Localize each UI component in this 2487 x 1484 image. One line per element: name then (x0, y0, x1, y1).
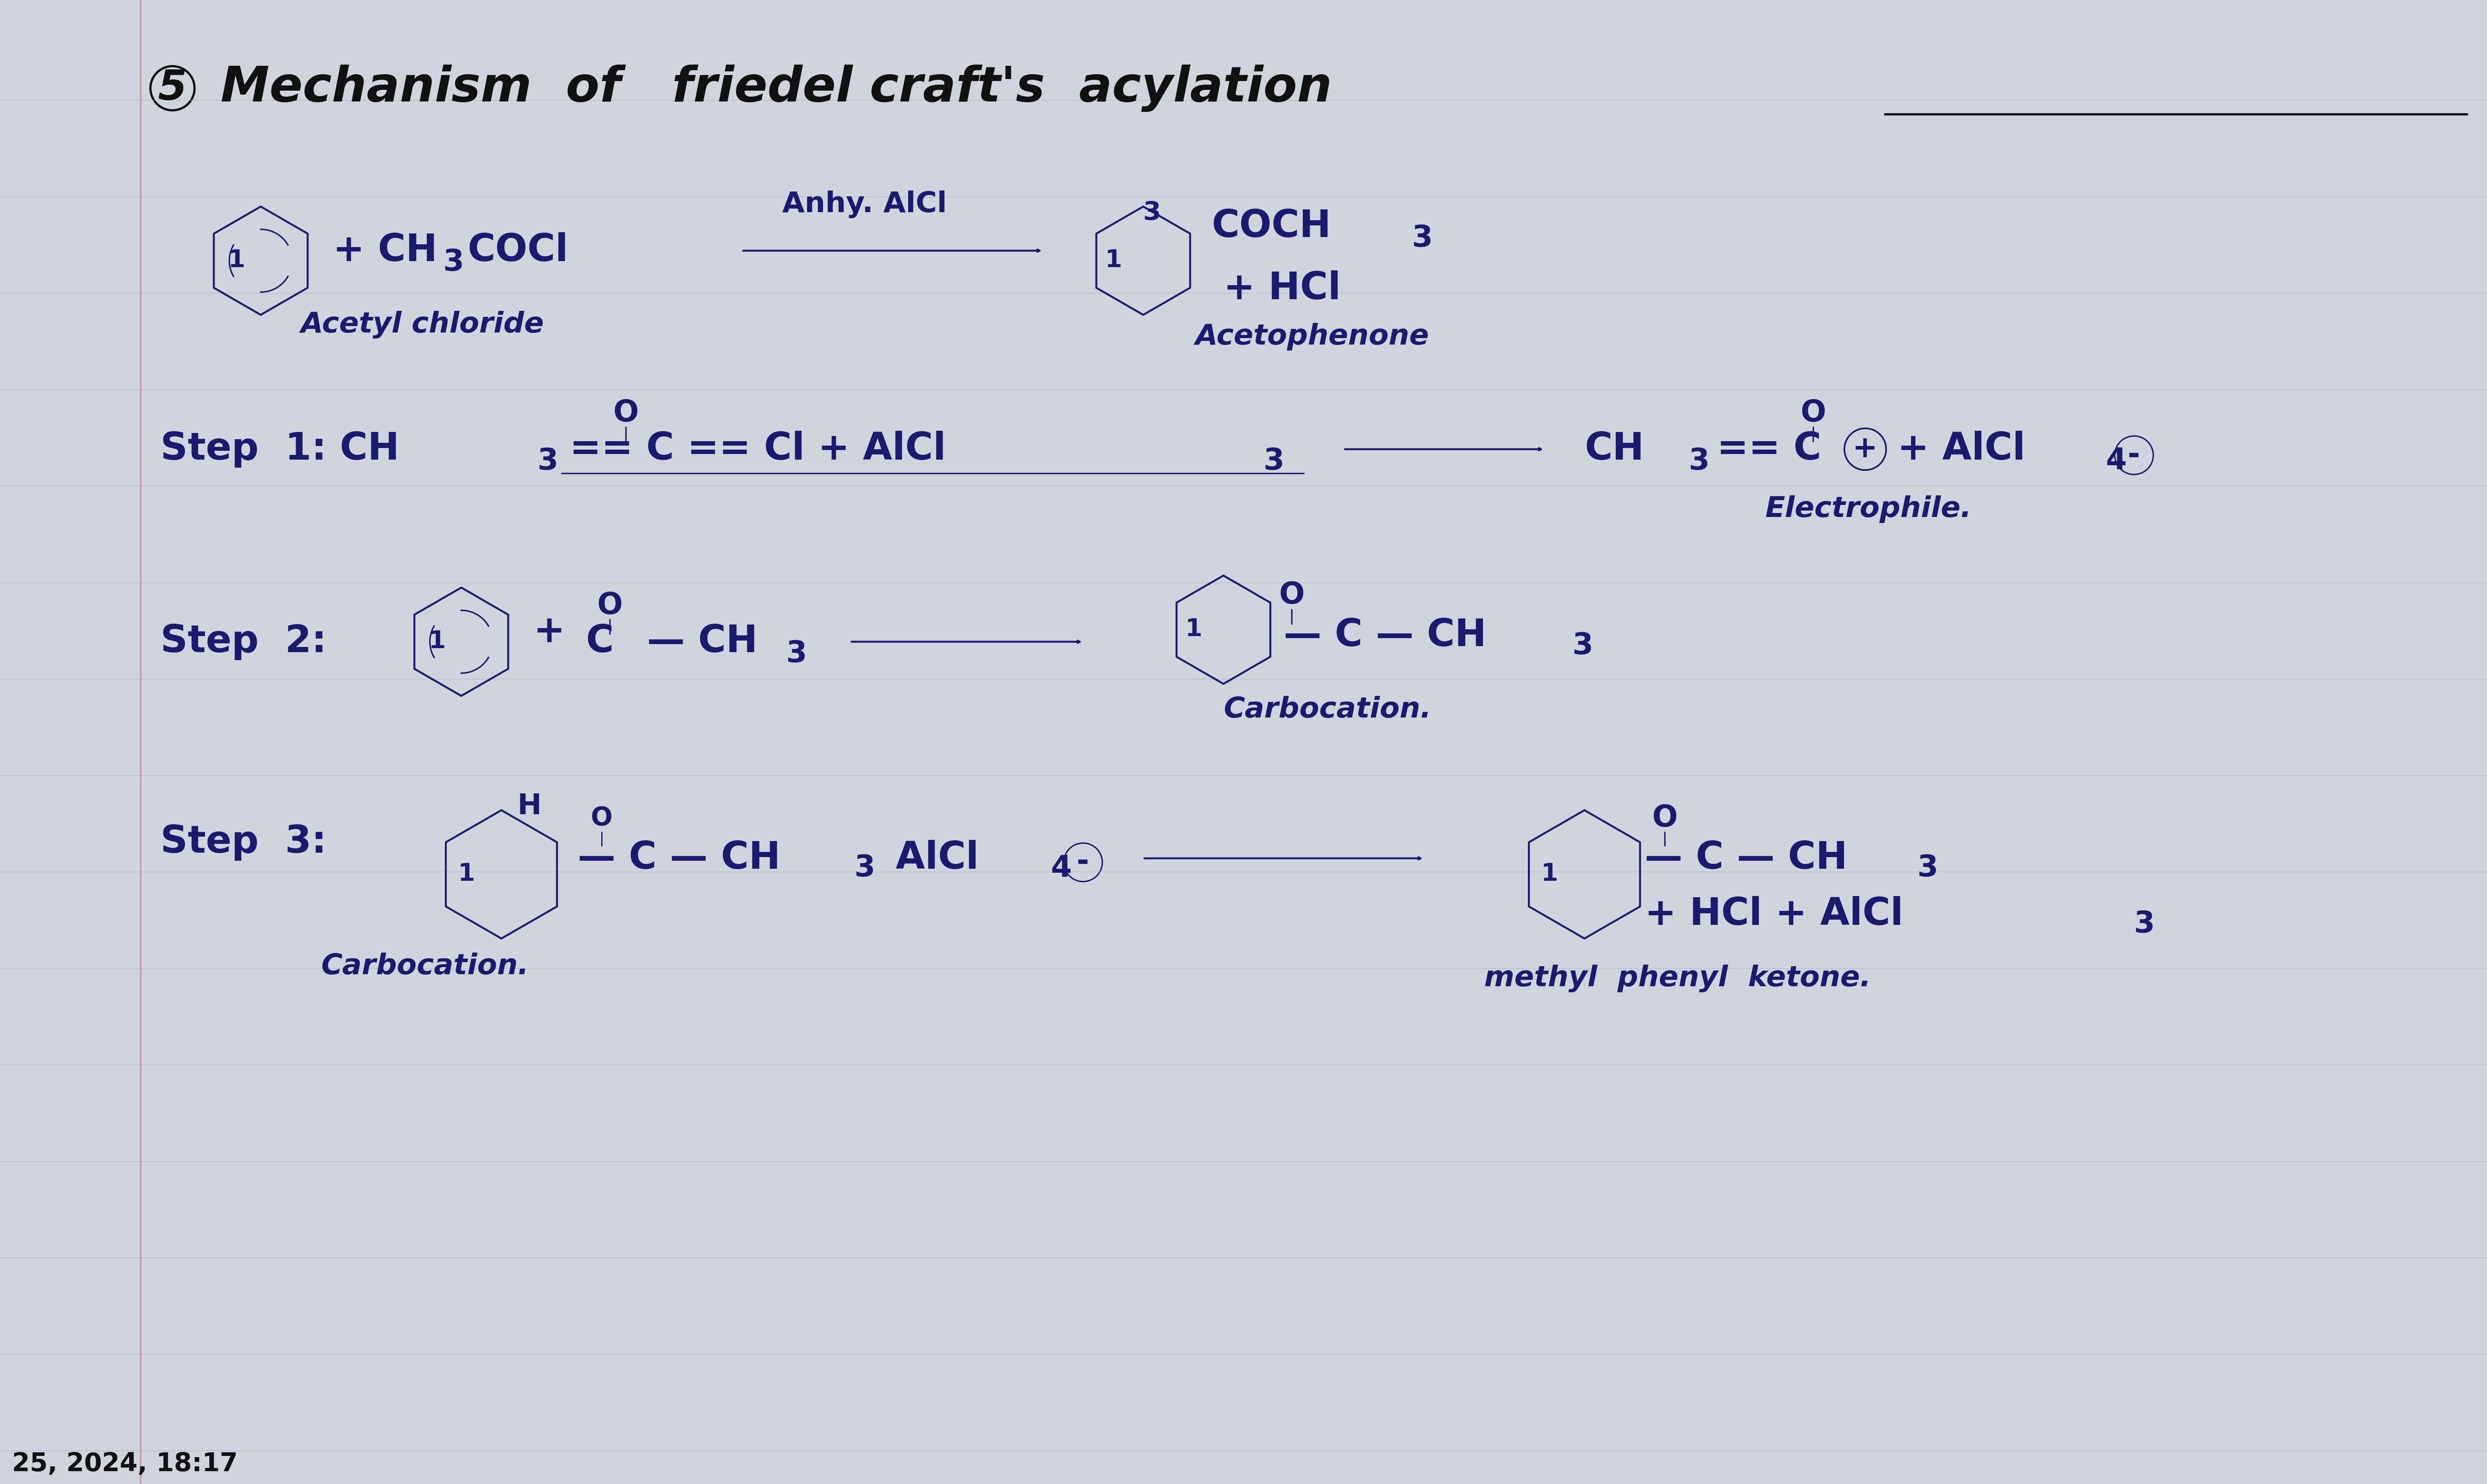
Text: +: + (535, 613, 565, 650)
Text: 3: 3 (443, 248, 465, 278)
Text: — CH: — CH (634, 623, 759, 660)
Text: O: O (1801, 399, 1825, 427)
Text: O: O (597, 591, 622, 620)
Text: methyl  phenyl  ketone.: methyl phenyl ketone. (1485, 965, 1870, 993)
Text: O: O (612, 399, 639, 427)
Text: 3: 3 (1917, 853, 1937, 883)
Text: 1: 1 (1539, 862, 1557, 886)
Text: == C == Cl + AlCl: == C == Cl + AlCl (570, 430, 945, 467)
Text: + AlCl: + AlCl (1898, 430, 2024, 467)
Text: 3: 3 (1413, 224, 1433, 254)
Text: Mechanism  of   friedel craft's  acylation: Mechanism of friedel craft's acylation (221, 65, 1333, 111)
Text: + CH: + CH (333, 232, 438, 269)
Text: Acetyl chloride: Acetyl chloride (301, 312, 545, 338)
Text: 4: 4 (1052, 853, 1072, 883)
Text: + HCl: + HCl (1224, 270, 1340, 307)
Text: Step  3:: Step 3: (162, 824, 326, 861)
Text: 4: 4 (2106, 447, 2126, 476)
Text: 1: 1 (1186, 617, 1201, 641)
Text: == C: == C (1716, 430, 1820, 467)
Text: Step  2:: Step 2: (162, 623, 326, 660)
Text: 3: 3 (786, 640, 808, 668)
Text: — C — CH: — C — CH (1644, 840, 1848, 877)
Text: 3: 3 (1263, 447, 1283, 476)
Text: 3: 3 (856, 853, 875, 883)
Text: O: O (592, 806, 612, 831)
Text: Anhy. AlCl: Anhy. AlCl (783, 191, 948, 218)
Text: + HCl + AlCl: + HCl + AlCl (1644, 896, 1903, 933)
Text: 5: 5 (159, 68, 187, 108)
Text: C: C (584, 623, 614, 660)
Text: 1: 1 (229, 249, 244, 273)
Text: 3: 3 (1572, 631, 1594, 660)
Text: -: - (2129, 441, 2141, 470)
Text: 3: 3 (537, 447, 560, 476)
Text: 1: 1 (428, 629, 445, 653)
Text: 3: 3 (1144, 200, 1161, 226)
Text: Electrophile.: Electrophile. (1766, 496, 1972, 524)
Text: 25, 2024, 18:17: 25, 2024, 18:17 (12, 1451, 239, 1477)
Text: — C — CH: — C — CH (1283, 617, 1487, 654)
Text: — C — CH: — C — CH (577, 840, 781, 877)
Text: O: O (1651, 803, 1676, 833)
Text: CH: CH (1584, 430, 1644, 467)
Text: Acetophenone: Acetophenone (1196, 324, 1430, 350)
Text: Carbocation.: Carbocation. (321, 953, 530, 981)
Text: 3: 3 (2134, 910, 2154, 939)
Text: 1: 1 (1104, 249, 1122, 273)
Text: AlCl: AlCl (883, 840, 980, 877)
Text: -: - (1077, 847, 1089, 877)
Text: O: O (1278, 580, 1303, 610)
Text: +: + (1853, 435, 1878, 464)
Text: Carbocation.: Carbocation. (1224, 696, 1433, 724)
Text: COCH: COCH (1211, 208, 1331, 245)
Text: H: H (517, 792, 542, 821)
Text: 1: 1 (458, 862, 475, 886)
Text: 3: 3 (1689, 447, 1709, 476)
Text: Step  1: CH: Step 1: CH (162, 430, 400, 467)
Text: COCl: COCl (468, 232, 567, 269)
